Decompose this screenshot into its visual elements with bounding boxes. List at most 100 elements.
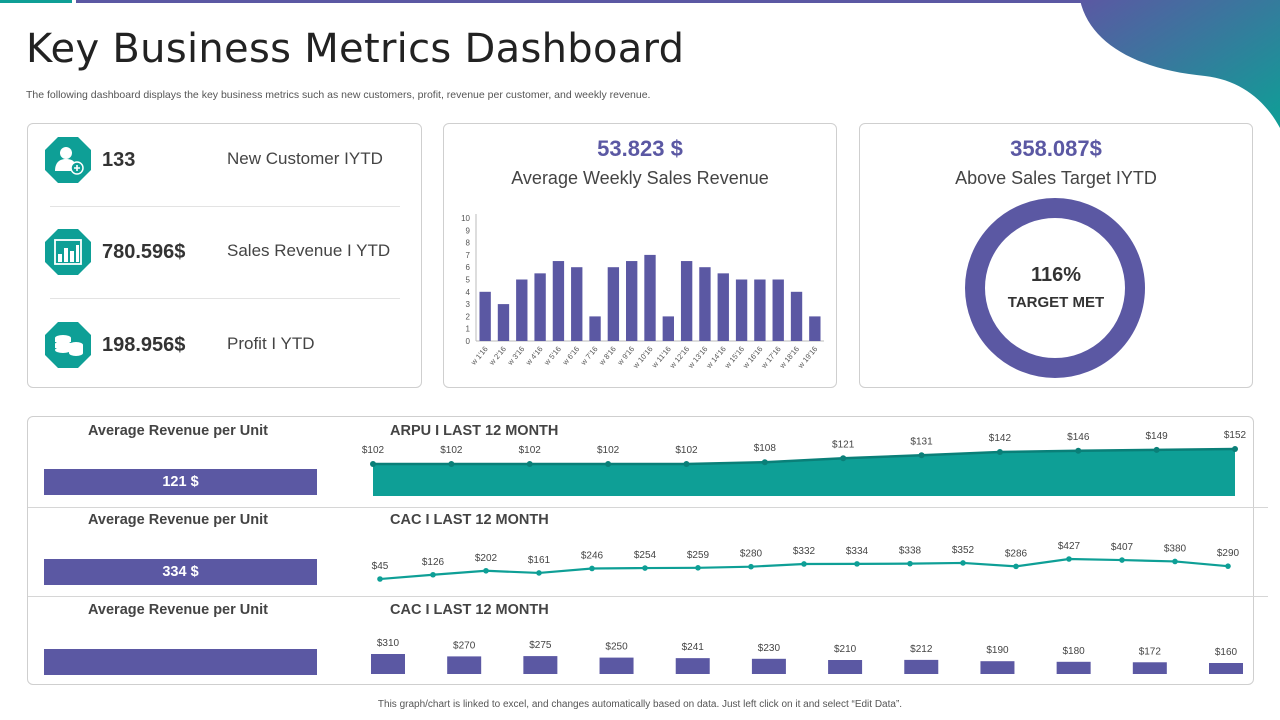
- cac-bar: [599, 657, 634, 674]
- page-title: Key Business Metrics Dashboard: [26, 26, 685, 72]
- kpi-profit: 198.956$ Profit I YTD: [44, 321, 414, 371]
- cac-data-label: $407: [1111, 542, 1134, 553]
- target-donut: [965, 198, 1145, 378]
- y-tick-label: 3: [466, 300, 471, 309]
- cac-point: [960, 560, 966, 566]
- x-tick-label: w 18'16: [777, 345, 801, 371]
- cac-bar-label: $270: [453, 640, 476, 651]
- y-tick-label: 10: [461, 214, 470, 223]
- arpu-point: [370, 461, 376, 467]
- add-user-icon: [45, 137, 91, 183]
- arpu-data-label: $108: [754, 443, 777, 454]
- x-tick-label: w 4'16: [523, 345, 544, 368]
- arpu-point: [1232, 446, 1238, 452]
- cac-point: [483, 567, 489, 574]
- weekly-revenue-caption: Average Weekly Sales Revenue: [511, 168, 769, 188]
- x-tick-label: w 6'16: [560, 345, 581, 368]
- kpi-card: 133 New Customer IYTD 780.596$ Sales Rev…: [27, 123, 422, 388]
- cac-data-label: $45: [372, 561, 389, 572]
- cac-bar: [371, 654, 405, 674]
- cac-data-label: $286: [1005, 548, 1028, 559]
- arpu-data-label: $152: [1224, 430, 1247, 441]
- arpu-point: [1153, 446, 1160, 453]
- arpu-data-label: $149: [1146, 431, 1169, 442]
- weekly-bar: [680, 261, 693, 341]
- top-accent-purple: [76, 0, 1086, 3]
- x-tick-label: w 1'16: [468, 345, 489, 368]
- cac-data-label: $290: [1217, 548, 1240, 559]
- x-tick-label: w 14'16: [704, 345, 728, 371]
- row-title: CAC I LAST 12 MONTH: [390, 512, 549, 528]
- arpu-point: [761, 459, 768, 466]
- cac-data-label: $332: [793, 546, 816, 557]
- kpi-value: 133: [102, 149, 136, 171]
- cac-bar-label: $230: [758, 643, 781, 654]
- page-subtitle: The following dashboard displays the key…: [26, 89, 651, 101]
- weekly-bar: [571, 267, 583, 341]
- y-tick-label: 4: [466, 288, 471, 297]
- value-bar: [44, 649, 317, 675]
- corner-decoration: [1080, 0, 1280, 128]
- cac-bar: [1132, 662, 1167, 674]
- cac-data-label: $334: [846, 546, 869, 557]
- cac-data-label: $427: [1058, 541, 1081, 552]
- weekly-bar: [589, 316, 601, 341]
- cac-bar-label: $241: [682, 642, 705, 653]
- cac-data-label: $380: [1164, 543, 1187, 554]
- weekly-bar: [717, 273, 729, 341]
- x-tick-label: w 16'16: [740, 345, 764, 371]
- weekly-bar: [516, 279, 528, 341]
- cac-point: [430, 571, 436, 578]
- kpi-sales-revenue: 780.596$ Sales Revenue I YTD: [44, 228, 414, 278]
- arpu-data-label: $102: [440, 445, 463, 456]
- cac-point: [1172, 558, 1178, 565]
- weekly-revenue-card: 53.823 $ Average Weekly Sales Revenue 0 1…: [443, 123, 837, 388]
- x-tick-label: w 13'16: [685, 345, 709, 371]
- row-divider: [28, 507, 1268, 508]
- y-tick-label: 5: [466, 276, 471, 285]
- arpu-point: [605, 461, 612, 467]
- cac-bar-label: $180: [1063, 646, 1086, 657]
- arpu-data-label: $142: [989, 433, 1012, 444]
- cac-data-label: $352: [952, 545, 975, 556]
- cac-point: [1013, 563, 1019, 570]
- cac-bar: [447, 656, 482, 674]
- arpu-data-label: $102: [675, 445, 698, 456]
- cac-bar: [828, 660, 863, 674]
- x-tick-label: w 8'16: [597, 345, 618, 368]
- weekly-bar: [809, 316, 821, 341]
- coins-icon: [45, 322, 91, 368]
- weekly-bar: [662, 316, 674, 341]
- bar-chart-icon: [45, 229, 91, 275]
- sales-target-caption: Above Sales Target IYTD: [955, 168, 1157, 188]
- kpi-value: 780.596$: [102, 241, 186, 263]
- row-title: CAC I LAST 12 MONTH: [390, 602, 549, 618]
- kpi-divider: [50, 206, 400, 207]
- cac-data-label: $126: [422, 557, 445, 568]
- cac-bar: [980, 661, 1015, 674]
- target-status: TARGET MET: [1007, 294, 1105, 311]
- cac-point: [589, 565, 595, 572]
- cac-point: [377, 576, 383, 582]
- trend-charts: $102 $102 $102 $102 $102 $108 $121 $131 $142 $146…: [362, 430, 1247, 674]
- cac-bar: [1056, 661, 1091, 674]
- weekly-bar: [699, 267, 711, 341]
- weekly-bar: [607, 267, 620, 341]
- row-divider: [28, 596, 1268, 597]
- cac-point: [1119, 557, 1125, 563]
- cac-point: [1225, 563, 1231, 569]
- arpu-point: [996, 449, 1003, 455]
- arpu-data-label: $102: [519, 445, 542, 456]
- arpu-point: [1075, 447, 1082, 454]
- x-tick-label: w 15'16: [722, 345, 746, 371]
- sales-target-value: 358.087$: [1010, 136, 1102, 161]
- weekly-bar: [772, 279, 784, 341]
- footnote: This graph/chart is linked to excel, and…: [377, 699, 903, 710]
- weekly-bar: [790, 291, 803, 341]
- cac-data-label: $259: [687, 550, 710, 561]
- cac-point: [748, 563, 754, 570]
- y-tick-label: 9: [466, 226, 471, 235]
- cac-bar: [1209, 663, 1243, 674]
- arpu-point: [448, 461, 455, 467]
- cac-data-label: $246: [581, 550, 604, 561]
